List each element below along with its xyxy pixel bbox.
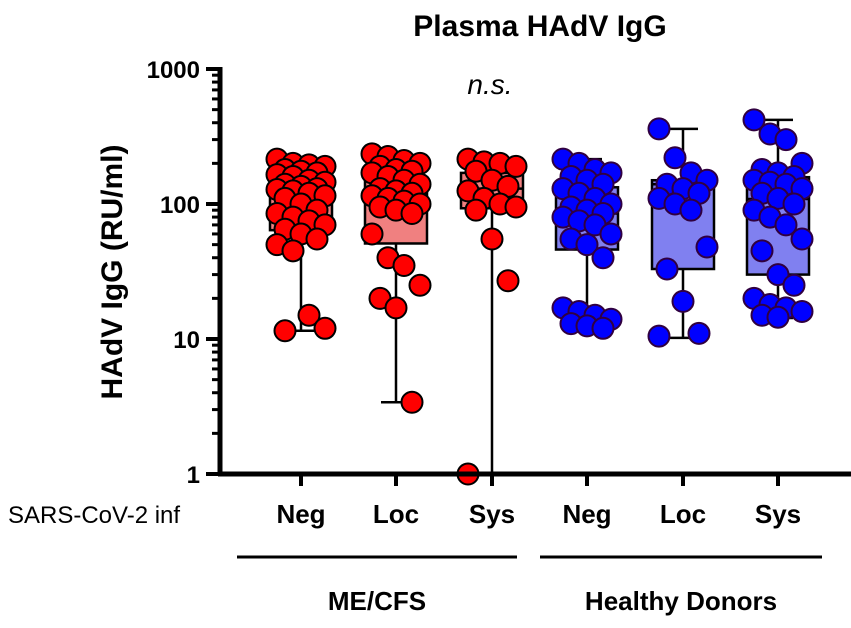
data-point	[774, 213, 798, 237]
data-point	[766, 263, 790, 287]
data-point	[766, 305, 790, 329]
x-tick-label: Sys	[755, 499, 801, 529]
group-label: ME/CFS	[328, 586, 426, 616]
data-point	[575, 233, 599, 257]
data-point	[297, 303, 321, 327]
data-point	[647, 324, 671, 348]
points	[265, 108, 814, 486]
data-point	[504, 195, 528, 219]
data-point	[504, 154, 528, 178]
data-point	[480, 227, 504, 251]
chart-title: Plasma HAdV IgG	[413, 10, 666, 43]
data-point	[790, 299, 814, 323]
data-point	[647, 117, 671, 141]
data-point	[360, 222, 384, 246]
data-point	[305, 227, 329, 251]
y-tick-label: 100	[160, 192, 200, 219]
data-point	[782, 192, 806, 216]
y-axis-label: HAdV IgG (RU/ml)	[96, 145, 129, 400]
data-point	[679, 198, 703, 222]
data-point	[400, 202, 424, 226]
group-label: Healthy Donors	[585, 586, 777, 616]
x-tick-label: Loc	[373, 499, 419, 529]
significance-annotation: n.s.	[467, 69, 512, 100]
y-tick-label: 10	[173, 327, 200, 354]
x-tick-label: Neg	[276, 499, 325, 529]
data-point	[591, 316, 615, 340]
data-point	[464, 198, 488, 222]
data-point	[695, 235, 719, 259]
data-point	[599, 222, 623, 246]
data-point	[782, 273, 806, 297]
data-point	[742, 108, 766, 132]
data-point	[408, 273, 432, 297]
data-point	[496, 269, 520, 293]
data-point	[655, 257, 679, 281]
data-point	[591, 246, 615, 270]
data-point	[273, 319, 297, 343]
data-point	[774, 128, 798, 152]
data-point	[687, 321, 711, 345]
x-axis-labels: Neg Loc Sys Neg Loc Sys	[276, 474, 801, 529]
x-tick-label: Loc	[660, 499, 706, 529]
x-tick-label: Neg	[562, 499, 611, 529]
y-tick-label: 1	[187, 462, 200, 489]
data-point	[671, 289, 695, 313]
data-point	[663, 146, 687, 170]
row-label: SARS-CoV-2 inf	[8, 502, 180, 529]
data-point	[392, 254, 416, 278]
boxes	[268, 118, 811, 476]
data-point	[790, 227, 814, 251]
y-axis: 1 10 100 1000	[147, 57, 223, 489]
data-point	[750, 239, 774, 263]
x-tick-label: Sys	[469, 499, 515, 529]
data-point	[400, 390, 424, 414]
y-tick-label: 1000	[147, 57, 200, 84]
data-point	[313, 316, 337, 340]
group-labels: ME/CFS Healthy Donors	[237, 555, 822, 616]
data-point	[281, 239, 305, 263]
data-point	[384, 296, 408, 320]
